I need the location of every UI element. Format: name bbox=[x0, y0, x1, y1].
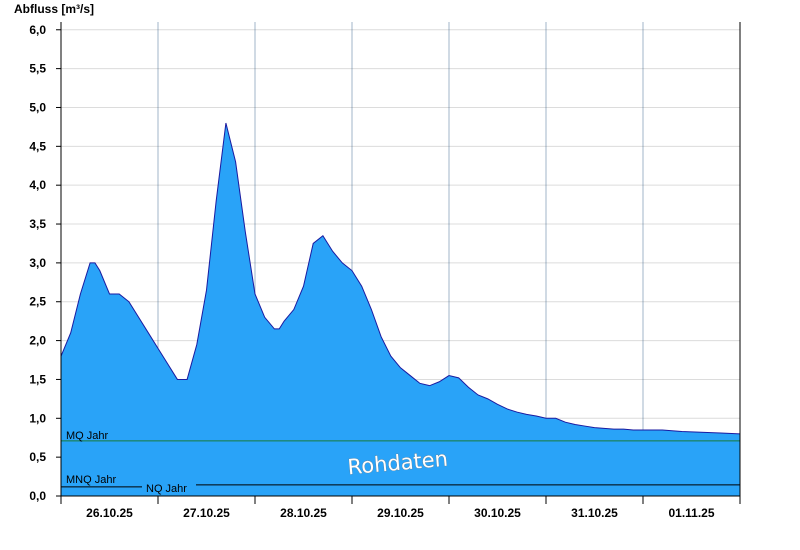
x-axis-ticks: 26.10.25 27.10.25 28.10.25 29.10.25 30.10.25… bbox=[60, 496, 741, 520]
y-tick-label: 5,5 bbox=[29, 62, 46, 76]
y-axis-ticks: 0,0 0,5 1,0 1,5 2,0 2,5 3,0 3,5 4,0 4,5 5,0 5,5 6,0 bbox=[29, 23, 61, 503]
y-tick-label: 4,5 bbox=[29, 139, 46, 153]
y-tick-label: 2,5 bbox=[29, 295, 46, 309]
x-tick-label: 01.11.25 bbox=[668, 506, 714, 520]
y-tick-label: 1,5 bbox=[29, 372, 46, 386]
y-tick-label: 0,0 bbox=[29, 489, 46, 503]
ref-label-mq: MQ Jahr bbox=[66, 430, 109, 442]
series-area bbox=[61, 123, 740, 497]
y-tick-label: 2,0 bbox=[29, 334, 46, 348]
reference-lines: MQ Jahr MNQ Jahr NQ Jahr bbox=[61, 430, 740, 495]
grid-lines bbox=[61, 22, 740, 496]
x-tick-label: 29.10.25 bbox=[377, 506, 424, 520]
y-tick-label: 6,0 bbox=[29, 23, 46, 37]
ref-label-mnq: MNQ Jahr bbox=[66, 474, 116, 486]
y-tick-label: 1,0 bbox=[29, 411, 46, 425]
x-tick-label: 28.10.25 bbox=[280, 506, 327, 520]
y-axis-title: Abfluss [m³/s] bbox=[14, 2, 94, 16]
x-tick-label: 26.10.25 bbox=[86, 506, 133, 520]
y-tick-label: 3,0 bbox=[29, 256, 46, 270]
y-tick-label: 5,0 bbox=[29, 100, 46, 114]
y-tick-label: 0,5 bbox=[29, 450, 46, 464]
ref-label-nq: NQ Jahr bbox=[146, 483, 187, 495]
plot-area bbox=[60, 122, 741, 497]
x-tick-label: 27.10.25 bbox=[183, 506, 230, 520]
x-tick-label: 30.10.25 bbox=[474, 506, 521, 520]
series-line bbox=[60, 122, 741, 435]
x-tick-label: 31.10.25 bbox=[571, 506, 618, 520]
y-tick-label: 3,5 bbox=[29, 217, 46, 231]
y-tick-label: 4,0 bbox=[29, 178, 46, 192]
